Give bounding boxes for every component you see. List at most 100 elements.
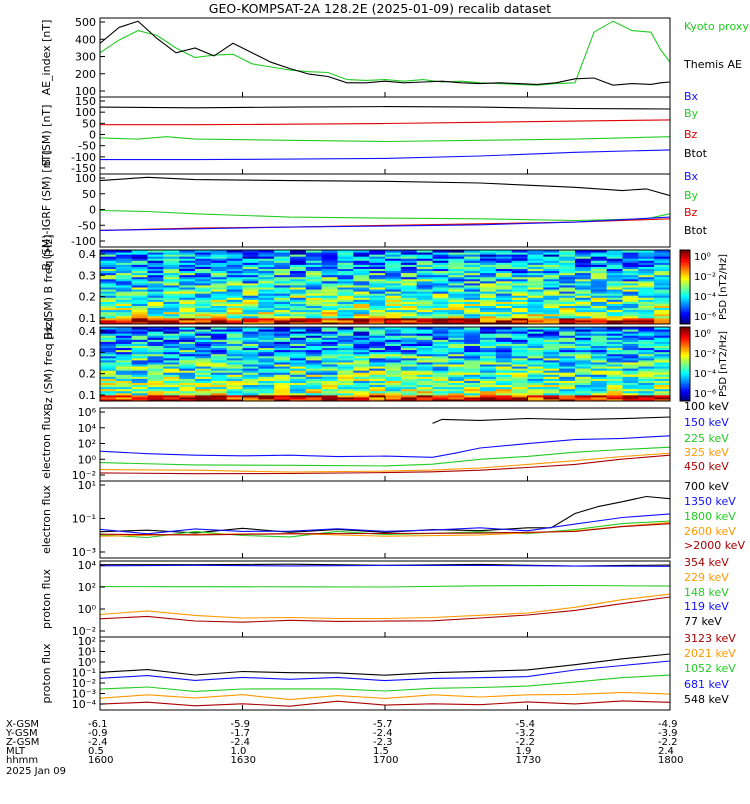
heatmap-cell xyxy=(131,262,148,265)
heatmap-cell xyxy=(353,321,370,325)
colorbar-segment xyxy=(680,259,690,263)
heatmap-cell xyxy=(290,335,307,338)
heatmap-cell xyxy=(448,256,465,259)
heatmap-cell xyxy=(480,331,497,334)
heatmap-cell xyxy=(606,349,623,353)
heatmap-cell xyxy=(638,256,655,259)
heatmap-cell xyxy=(543,327,560,330)
heatmap-cell xyxy=(274,274,291,278)
heatmap-cell xyxy=(290,347,307,351)
heatmap-cell xyxy=(195,396,212,400)
heatmap-cell xyxy=(131,270,148,274)
heatmap-cell xyxy=(448,396,465,400)
heatmap-cell xyxy=(575,278,592,282)
heatmap-cell xyxy=(527,398,544,402)
heatmap-cell xyxy=(353,284,370,288)
heatmap-cell xyxy=(622,280,639,284)
heatmap-cell xyxy=(147,351,164,355)
heatmap-cell xyxy=(290,386,307,390)
heatmap-cell xyxy=(131,386,148,390)
heatmap-cell xyxy=(480,278,497,282)
heatmap-cell xyxy=(559,309,576,313)
heatmap-cell xyxy=(606,337,623,340)
heatmap-cell xyxy=(400,341,418,344)
heatmap-cell xyxy=(385,359,402,363)
heatmap-cell xyxy=(226,355,243,359)
heatmap-cell xyxy=(179,266,196,269)
heatmap-cell xyxy=(274,299,291,302)
heatmap-cell xyxy=(179,398,196,402)
heatmap-cell xyxy=(179,313,196,317)
heatmap-cell xyxy=(305,341,323,344)
heatmap-cell xyxy=(115,366,133,369)
heatmap-cell xyxy=(575,315,592,319)
heatmap-cell xyxy=(590,303,608,306)
heatmap-cell xyxy=(242,327,259,330)
heatmap-cell xyxy=(210,317,228,321)
heatmap-cell xyxy=(590,278,608,282)
heatmap-cell xyxy=(100,341,117,344)
heatmap-cell xyxy=(400,370,418,373)
heatmap-cell xyxy=(147,376,164,379)
heatmap-cell xyxy=(527,260,544,263)
heatmap-cell xyxy=(195,327,212,330)
heatmap-cell xyxy=(321,396,338,400)
heatmap-cell xyxy=(305,345,323,349)
heatmap-cell xyxy=(305,258,323,261)
heatmap-cell xyxy=(131,272,148,276)
heatmap-cell xyxy=(210,262,228,265)
heatmap-cell xyxy=(353,303,370,306)
heatmap-cell xyxy=(622,382,639,386)
y-tick-label: 10⁻² xyxy=(72,469,96,482)
heatmap-cell xyxy=(305,368,323,371)
heatmap-cell xyxy=(131,361,148,365)
heatmap-cell xyxy=(606,289,623,292)
heatmap-cell xyxy=(432,307,449,311)
heatmap-cell xyxy=(195,388,212,392)
heatmap-cell xyxy=(590,309,608,313)
heatmap-cell xyxy=(258,311,275,315)
heatmap-cell xyxy=(511,392,528,396)
heatmap-cell xyxy=(495,386,513,390)
heatmap-cell xyxy=(163,301,180,304)
heatmap-cell xyxy=(226,357,243,361)
colorbar-segment xyxy=(680,351,690,355)
heatmap-cell xyxy=(369,315,386,319)
heatmap-cell xyxy=(147,262,164,265)
heatmap-cell xyxy=(480,293,497,296)
heatmap-cell xyxy=(495,274,513,278)
heatmap-cell xyxy=(559,299,576,302)
heatmap-cell xyxy=(274,313,291,317)
heatmap-cell xyxy=(559,272,576,276)
heatmap-cell xyxy=(100,313,117,317)
heatmap-cell xyxy=(131,345,148,349)
heatmap-cell xyxy=(448,258,465,261)
heatmap-cell xyxy=(543,376,560,379)
colorbar-segment xyxy=(680,364,690,367)
heatmap-cell xyxy=(543,276,560,280)
heatmap-cell xyxy=(353,268,370,272)
heatmap-cell xyxy=(432,372,449,375)
heatmap-cell xyxy=(147,337,164,340)
heatmap-cell xyxy=(385,268,402,272)
heatmap-cell xyxy=(337,357,354,361)
heatmap-cell xyxy=(622,329,639,332)
heatmap-cell xyxy=(480,262,497,265)
heatmap-cell xyxy=(226,368,243,371)
heatmap-cell xyxy=(195,372,212,375)
heatmap-cell xyxy=(290,380,307,383)
heatmap-cell xyxy=(274,345,291,349)
heatmap-cell xyxy=(195,274,212,278)
heatmap-cell xyxy=(242,278,259,282)
heatmap-cell xyxy=(147,284,164,288)
heatmap-cell xyxy=(115,357,133,361)
colorbar-segment xyxy=(680,267,690,271)
heatmap-cell xyxy=(258,287,275,290)
heatmap-cell xyxy=(559,364,576,367)
heatmap-cell xyxy=(654,319,671,323)
heatmap-cell xyxy=(337,394,354,398)
heatmap-cell xyxy=(575,309,592,313)
heatmap-cell xyxy=(290,280,307,284)
heatmap-cell xyxy=(606,392,623,396)
